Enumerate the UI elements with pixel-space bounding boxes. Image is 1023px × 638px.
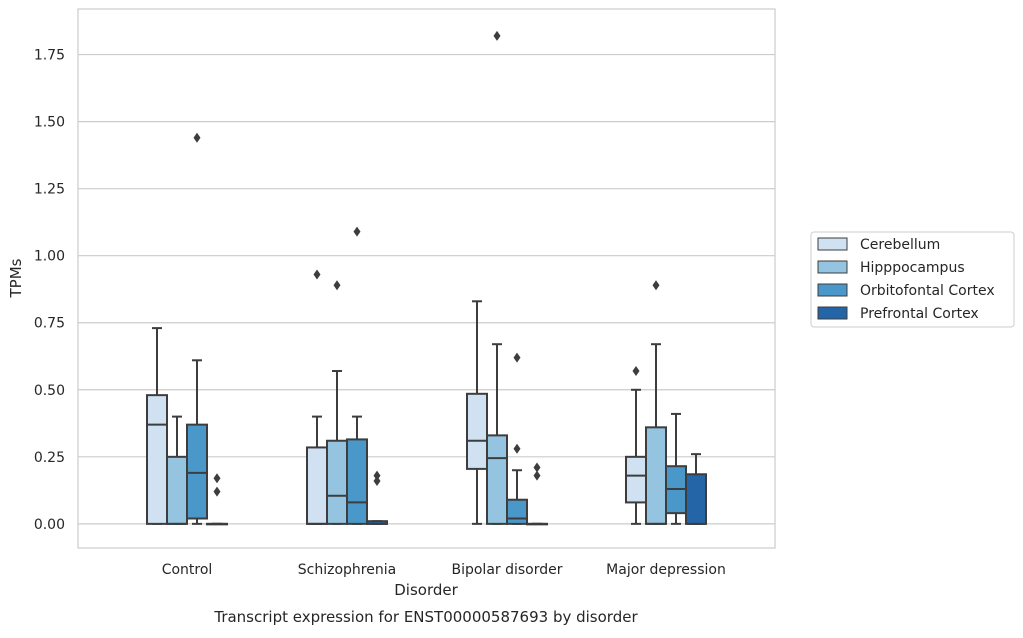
legend: Cerebellum Hipppocampus Orbitofontal Corte… bbox=[810, 231, 1015, 328]
y-tick-labels: 0.00 0.25 0.50 0.75 1.00 1.25 1.50 1.75 bbox=[34, 48, 65, 533]
outlier-point bbox=[373, 470, 381, 481]
outlier-point bbox=[652, 280, 660, 291]
outlier-point bbox=[513, 443, 521, 454]
legend-swatch bbox=[817, 306, 848, 320]
iqr-box bbox=[306, 446, 328, 525]
x-tick-label: Control bbox=[162, 562, 213, 578]
legend-swatch bbox=[817, 260, 848, 274]
outlier-point bbox=[353, 226, 361, 237]
x-tick-label: Major depression bbox=[606, 562, 726, 578]
outlier-point bbox=[533, 462, 541, 473]
iqr-box bbox=[625, 455, 647, 504]
iqr-box bbox=[486, 434, 508, 525]
iqr-box bbox=[346, 438, 368, 525]
iqr-box bbox=[506, 498, 528, 525]
outlier-point bbox=[632, 366, 640, 377]
y-axis-label: TPMs bbox=[7, 258, 25, 298]
legend-label: Hipppocampus bbox=[860, 260, 965, 276]
legend-label: Prefrontal Cortex bbox=[860, 306, 979, 322]
y-tick-label: 1.25 bbox=[34, 182, 65, 198]
y-tick-label: 0.75 bbox=[34, 316, 65, 332]
y-tick-label: 1.00 bbox=[34, 249, 65, 265]
y-tick-label: 1.75 bbox=[34, 48, 65, 64]
y-tick-label: 1.50 bbox=[34, 115, 65, 131]
iqr-box bbox=[146, 394, 168, 525]
outlier-point bbox=[333, 280, 341, 291]
legend-label: Cerebellum bbox=[860, 237, 940, 253]
legend-frame bbox=[810, 231, 1015, 328]
outlier-point bbox=[533, 470, 541, 481]
box-orbitofontal-cortex bbox=[506, 352, 528, 525]
legend-swatch bbox=[817, 283, 848, 297]
y-tick-label: 0.50 bbox=[34, 383, 65, 399]
outlier-point bbox=[373, 475, 381, 486]
box-prefrontal-cortex bbox=[206, 473, 228, 526]
iqr-box bbox=[326, 439, 348, 525]
box-cerebellum bbox=[146, 327, 168, 525]
outlier-point bbox=[513, 352, 521, 363]
box-cerebellum bbox=[466, 300, 488, 525]
plot-frame bbox=[77, 8, 776, 549]
outlier-point bbox=[213, 486, 221, 497]
x-tick-label: Bipolar disorder bbox=[451, 562, 562, 578]
x-tick-label: Schizophrenia bbox=[298, 562, 396, 578]
box-hipppocampus bbox=[486, 30, 508, 525]
iqr-box bbox=[166, 455, 188, 525]
y-tick-label: 0.00 bbox=[34, 517, 65, 533]
iqr-box bbox=[685, 473, 707, 525]
chart-caption: Transcript expression for ENST0000058769… bbox=[213, 608, 638, 626]
box-prefrontal-cortex bbox=[366, 470, 388, 525]
legend-swatch bbox=[817, 237, 848, 251]
box-prefrontal-cortex bbox=[685, 453, 707, 525]
outlier-point bbox=[313, 269, 321, 280]
x-axis-label: Disorder bbox=[394, 581, 458, 599]
outlier-point bbox=[213, 473, 221, 484]
iqr-box bbox=[645, 426, 667, 525]
y-tick-label: 0.25 bbox=[34, 450, 65, 466]
box-prefrontal-cortex bbox=[526, 462, 548, 526]
iqr-box bbox=[186, 423, 208, 520]
boxes bbox=[146, 30, 707, 526]
x-tick-labels: Control Schizophrenia Bipolar disorder Majo… bbox=[162, 562, 726, 578]
box-orbitofontal-cortex bbox=[186, 132, 208, 525]
legend-label: Orbitofontal Cortex bbox=[860, 283, 995, 299]
box-orbitofontal-cortex bbox=[346, 226, 368, 525]
outlier-point bbox=[193, 132, 201, 143]
iqr-box bbox=[466, 392, 488, 470]
outlier-point bbox=[493, 30, 501, 41]
